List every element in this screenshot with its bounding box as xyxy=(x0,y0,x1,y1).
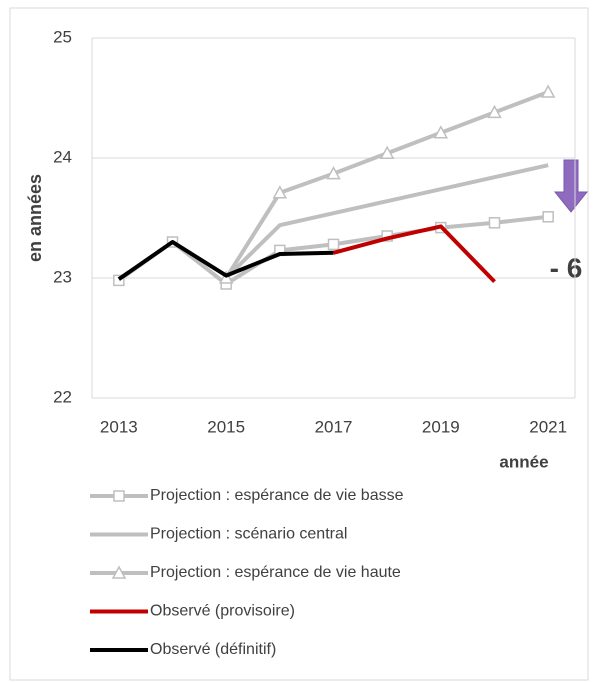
legend-label: Projection : espérance de vie basse xyxy=(150,487,404,504)
legend-label: Projection : scénario central xyxy=(150,526,347,543)
legend-label: Projection : espérance de vie haute xyxy=(150,564,401,581)
y-tick-label: 22 xyxy=(53,387,72,406)
series-line xyxy=(224,163,549,280)
point-marker xyxy=(540,84,556,98)
legend-marker xyxy=(113,490,125,502)
y-axis-label: en années xyxy=(25,174,45,262)
annotation: - 6 xyxy=(550,252,583,283)
y-tick-label: 23 xyxy=(53,267,72,286)
legend-marker xyxy=(111,565,127,579)
arrow-icon xyxy=(553,159,589,213)
x-axis-label: année xyxy=(499,452,548,471)
legend-label: Observé (provisoire) xyxy=(150,603,295,620)
point-marker xyxy=(488,217,501,229)
legend-label: Observé (définitif) xyxy=(150,641,276,658)
point-marker xyxy=(326,166,341,180)
y-tick-label: 25 xyxy=(53,27,72,46)
x-tick-label: 2017 xyxy=(315,417,353,436)
y-tick-label: 24 xyxy=(53,147,72,166)
series-line xyxy=(332,224,496,283)
x-tick-label: 2021 xyxy=(529,417,567,436)
point-marker xyxy=(379,145,395,159)
point-marker xyxy=(433,125,449,139)
point-marker xyxy=(272,185,288,199)
point-marker xyxy=(327,238,340,251)
x-tick-label: 2015 xyxy=(207,417,245,436)
point-marker xyxy=(542,211,554,223)
x-tick-label: 2019 xyxy=(422,417,460,436)
point-marker xyxy=(113,274,125,287)
chart-border xyxy=(9,7,589,681)
series-line xyxy=(117,240,334,281)
x-tick-label: 2013 xyxy=(100,417,138,436)
point-marker xyxy=(487,104,502,119)
